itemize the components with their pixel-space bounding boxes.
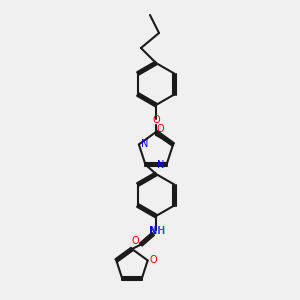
Text: N: N — [141, 140, 148, 149]
Text: H: H — [158, 226, 165, 236]
Text: N: N — [149, 226, 157, 236]
Text: O: O — [152, 115, 160, 125]
Text: N: N — [158, 160, 165, 170]
Text: O: O — [150, 255, 158, 266]
Text: NH: NH — [150, 226, 165, 236]
Text: O: O — [157, 124, 164, 134]
Text: O: O — [131, 236, 139, 247]
